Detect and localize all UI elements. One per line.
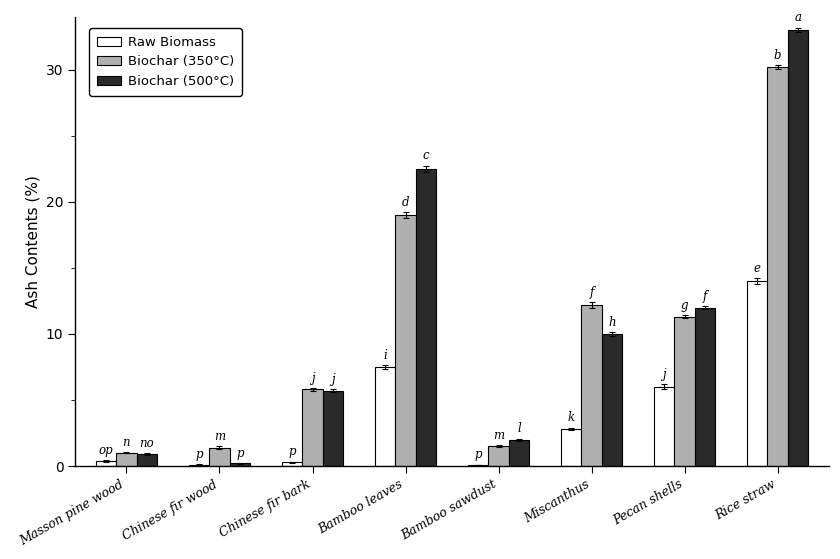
Text: n: n bbox=[123, 436, 130, 449]
Text: b: b bbox=[774, 49, 781, 62]
Legend: Raw Biomass, Biochar (350°C), Biochar (500°C): Raw Biomass, Biochar (350°C), Biochar (5… bbox=[89, 28, 242, 96]
Bar bbox=[416, 169, 436, 466]
Text: k: k bbox=[568, 411, 575, 424]
Text: e: e bbox=[753, 262, 761, 275]
Bar bbox=[488, 446, 509, 466]
Text: c: c bbox=[423, 149, 429, 162]
Bar bbox=[788, 30, 808, 466]
Text: l: l bbox=[517, 423, 521, 435]
Bar bbox=[695, 307, 716, 466]
Text: h: h bbox=[608, 316, 616, 329]
Text: j: j bbox=[663, 368, 666, 381]
Bar bbox=[323, 391, 344, 466]
Bar bbox=[561, 429, 581, 466]
Bar bbox=[229, 463, 250, 466]
Bar bbox=[747, 281, 768, 466]
Text: d: d bbox=[402, 196, 409, 209]
Bar bbox=[468, 465, 488, 466]
Text: f: f bbox=[703, 290, 707, 302]
Bar bbox=[768, 67, 788, 466]
Text: f: f bbox=[590, 286, 594, 299]
Bar bbox=[654, 387, 675, 466]
Bar bbox=[375, 367, 396, 466]
Bar bbox=[209, 448, 229, 466]
Bar bbox=[675, 317, 695, 466]
Text: p: p bbox=[288, 446, 296, 458]
Text: p: p bbox=[236, 447, 244, 459]
Bar bbox=[602, 334, 622, 466]
Text: j: j bbox=[311, 372, 314, 385]
Text: m: m bbox=[214, 430, 225, 443]
Text: p: p bbox=[475, 448, 482, 461]
Text: j: j bbox=[331, 373, 335, 386]
Bar bbox=[302, 390, 323, 466]
Bar bbox=[137, 454, 157, 466]
Bar bbox=[96, 461, 116, 466]
Bar bbox=[396, 215, 416, 466]
Bar bbox=[282, 462, 302, 466]
Text: p: p bbox=[195, 448, 202, 461]
Bar bbox=[189, 465, 209, 466]
Text: no: no bbox=[139, 437, 155, 450]
Y-axis label: Ash Contents (%): Ash Contents (%) bbox=[25, 175, 40, 308]
Bar bbox=[116, 453, 137, 466]
Text: op: op bbox=[98, 444, 113, 457]
Bar bbox=[509, 439, 529, 466]
Bar bbox=[581, 305, 602, 466]
Text: a: a bbox=[795, 11, 801, 25]
Text: m: m bbox=[493, 429, 504, 442]
Text: g: g bbox=[681, 299, 689, 312]
Text: i: i bbox=[383, 349, 387, 362]
